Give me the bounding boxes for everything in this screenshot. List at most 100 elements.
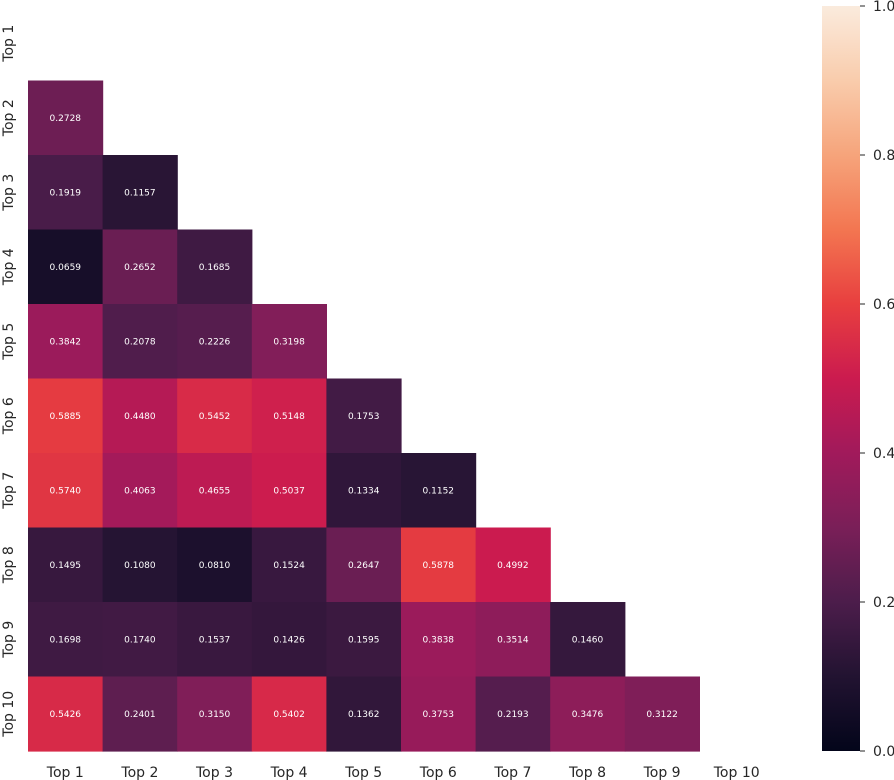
- heatmap-cell-5-4: [251, 304, 327, 380]
- heatmap-cell-10-3: [177, 676, 253, 752]
- cell-value-label-10-6: 0.3753: [423, 710, 455, 720]
- y-tick-label-6: Top 6: [1, 397, 17, 435]
- x-tick-label-2: Top 2: [120, 765, 158, 780]
- y-tick-label-8: Top 8: [1, 546, 17, 584]
- x-tick-label-9: Top 9: [643, 765, 681, 780]
- heatmap-cell-8-5: [326, 527, 402, 603]
- heatmap-cell-7-1: [28, 453, 104, 529]
- x-tick-label-8: Top 8: [568, 765, 606, 780]
- cell-value-label-10-7: 0.2193: [497, 710, 529, 720]
- heatmap-cell-6-1: [28, 378, 104, 454]
- heatmap-cell-9-6: [401, 602, 477, 678]
- heatmap-cell-9-8: [550, 602, 626, 678]
- heatmap-cell-9-3: [177, 602, 253, 678]
- heatmap-cell-5-2: [102, 304, 178, 380]
- heatmap-cell-10-7: [475, 676, 551, 752]
- cell-value-label-3-1: 0.1919: [50, 188, 82, 198]
- colorbar-tick-label-6: 1.0: [873, 0, 894, 15]
- cell-value-label-8-3: 0.0810: [199, 561, 231, 571]
- heatmap-cell-7-2: [102, 453, 178, 529]
- cell-value-label-6-4: 0.5148: [273, 412, 305, 422]
- cell-value-label-9-5: 0.1595: [348, 635, 380, 645]
- colorbar-tick-label-2: 0.2: [873, 595, 894, 611]
- heatmap-cell-4-2: [102, 229, 178, 305]
- heatmap-cell-5-1: [28, 304, 104, 380]
- y-tick-label-4: Top 4: [1, 248, 17, 286]
- cell-value-label-10-8: 0.3476: [572, 710, 604, 720]
- cell-value-label-7-1: 0.5740: [50, 486, 82, 496]
- cell-value-label-10-5: 0.1362: [348, 710, 380, 720]
- cell-value-label-7-5: 0.1334: [348, 486, 380, 496]
- heatmap-cell-10-1: [28, 676, 104, 752]
- heatmap-cell-8-3: [177, 527, 253, 603]
- cell-value-label-10-9: 0.3122: [646, 710, 678, 720]
- cell-value-label-4-2: 0.2652: [124, 263, 156, 273]
- heatmap-cell-3-1: [28, 155, 104, 231]
- heatmap-cell-4-3: [177, 229, 253, 305]
- heatmap-cell-10-8: [550, 676, 626, 752]
- x-tick-label-10: Top 10: [713, 765, 760, 780]
- cell-value-label-7-3: 0.4655: [199, 486, 231, 496]
- y-tick-label-5: Top 5: [1, 323, 17, 361]
- cell-value-label-7-6: 0.1152: [423, 486, 455, 496]
- cell-value-label-9-1: 0.1698: [50, 635, 82, 645]
- x-tick-label-1: Top 1: [46, 765, 84, 780]
- heatmap-cell-9-4: [251, 602, 327, 678]
- heatmap-cell-10-6: [401, 676, 477, 752]
- cell-value-label-6-2: 0.4480: [124, 412, 156, 422]
- heatmap-cell-9-2: [102, 602, 178, 678]
- cell-value-label-5-1: 0.3842: [50, 337, 82, 347]
- heatmap-cell-9-1: [28, 602, 104, 678]
- y-tick-label-9: Top 9: [1, 621, 17, 659]
- colorbar-tick-label-5: 0.8: [873, 148, 894, 164]
- y-tick-label-2: Top 2: [1, 99, 17, 137]
- heatmap-cell-8-1: [28, 527, 104, 603]
- x-tick-label-3: Top 3: [195, 765, 233, 780]
- cell-value-label-8-2: 0.1080: [124, 561, 156, 571]
- heatmap-cell-4-1: [28, 229, 104, 305]
- cell-value-label-6-1: 0.5885: [50, 412, 82, 422]
- heatmap-cell-6-5: [326, 378, 402, 454]
- y-tick-label-7: Top 7: [1, 472, 17, 510]
- heatmap-cell-7-4: [251, 453, 327, 529]
- heatmap-cell-9-5: [326, 602, 402, 678]
- cell-value-label-9-2: 0.1740: [124, 635, 156, 645]
- cell-value-label-4-3: 0.1685: [199, 263, 231, 273]
- cell-value-label-9-8: 0.1460: [572, 635, 604, 645]
- heatmap-cell-10-9: [624, 676, 700, 752]
- cell-value-label-9-3: 0.1537: [199, 635, 231, 645]
- heatmap-cell-10-5: [326, 676, 402, 752]
- heatmap-cell-2-1: [28, 80, 104, 156]
- y-axis-labels: Top 1 Top 2 Top 3 Top 4 Top 5 Top 6 Top 7 Top 8…: [1, 25, 17, 738]
- cell-value-label-8-7: 0.4992: [497, 561, 529, 571]
- cell-value-label-10-4: 0.5402: [273, 710, 305, 720]
- heatmap-cell-5-3: [177, 304, 253, 380]
- cell-value-label-5-4: 0.3198: [273, 337, 305, 347]
- colorbar-tick-label-3: 0.4: [873, 446, 894, 462]
- colorbar-tick-label-4: 0.6: [873, 297, 894, 313]
- cell-value-label-8-1: 0.1495: [50, 561, 82, 571]
- cell-value-label-5-3: 0.2226: [199, 337, 231, 347]
- y-tick-label-1: Top 1: [1, 25, 17, 63]
- heatmap-cell-7-5: [326, 453, 402, 529]
- y-tick-label-10: Top 10: [1, 691, 17, 738]
- heatmap-cell-7-6: [401, 453, 477, 529]
- heatmap-cell-3-2: [102, 155, 178, 231]
- cell-value-label-6-3: 0.5452: [199, 412, 231, 422]
- x-tick-label-5: Top 5: [344, 765, 382, 780]
- heatmap-cell-6-2: [102, 378, 178, 454]
- cell-value-label-8-6: 0.5878: [423, 561, 455, 571]
- cell-value-label-4-1: 0.0659: [50, 263, 82, 273]
- cell-value-label-9-7: 0.3514: [497, 635, 529, 645]
- cell-value-label-10-2: 0.2401: [124, 710, 156, 720]
- heatmap-cell-6-3: [177, 378, 253, 454]
- cell-value-label-9-6: 0.3838: [423, 635, 455, 645]
- cell-value-label-8-5: 0.2647: [348, 561, 380, 571]
- heatmap-cells: 0.2728 0.1919 0.1157 0.0659 0.2652 0.1685 0.38…: [28, 80, 700, 752]
- cell-value-label-7-2: 0.4063: [124, 486, 156, 496]
- cell-value-label-5-2: 0.2078: [124, 337, 156, 347]
- cell-value-label-9-4: 0.1426: [273, 635, 305, 645]
- cell-value-label-10-3: 0.3150: [199, 710, 231, 720]
- heatmap-cell-8-6: [401, 527, 477, 603]
